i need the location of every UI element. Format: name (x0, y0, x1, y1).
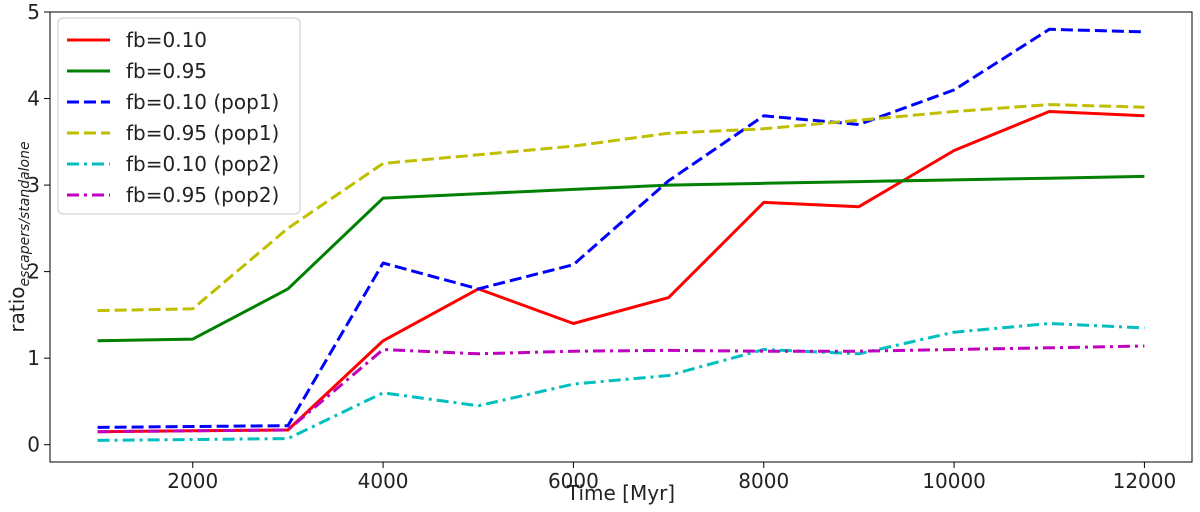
legend-label-3: fb=0.10 (pop1) (126, 90, 279, 114)
y-tick-label: 1 (27, 346, 40, 370)
series-line-6 (97, 344, 1145, 434)
series-layer (97, 27, 1145, 442)
x-tick-label: 6000 (548, 469, 599, 493)
legend: fb=0.10 fb=0.95 fb=0.10 (pop1) fb=0.95 (pop… (57, 17, 301, 215)
y-tick-label: 0 (27, 433, 40, 457)
y-tick-label: 3 (27, 173, 40, 197)
y-tick-label: 5 (27, 0, 40, 24)
x-axis-title: Time [Myr] (566, 481, 675, 505)
legend-label-2: fb=0.95 (126, 59, 207, 83)
y-axis: 0 1 2 3 4 5 (27, 0, 50, 457)
x-tick-label: 8000 (738, 469, 789, 493)
x-tick-label: 2000 (167, 469, 218, 493)
series-line-2 (97, 174, 1145, 343)
legend-label-5: fb=0.10 (pop2) (126, 152, 279, 176)
x-tick-label: 12000 (1113, 469, 1177, 493)
series-line-3 (97, 27, 1145, 429)
x-axis: 2000 4000 6000 8000 10000 12000 (167, 462, 1176, 493)
series-line-4 (97, 103, 1145, 313)
x-tick-label: 4000 (358, 469, 409, 493)
x-tick-label: 10000 (922, 469, 986, 493)
series-line-1 (97, 110, 1145, 434)
legend-label-1: fb=0.10 (126, 28, 207, 52)
y-tick-label: 4 (27, 87, 40, 111)
legend-label-4: fb=0.95 (pop1) (126, 121, 279, 145)
y-axis-title-main: ratio (5, 286, 29, 332)
legend-label-6: fb=0.95 (pop2) (126, 183, 279, 207)
series-line-5 (97, 322, 1145, 442)
legend-box (57, 17, 301, 215)
y-axis-title-subscript: escapers/standalone (17, 141, 33, 286)
y-axis-title: ratioescapers/standalone (5, 141, 33, 332)
y-tick-label: 2 (27, 260, 40, 284)
